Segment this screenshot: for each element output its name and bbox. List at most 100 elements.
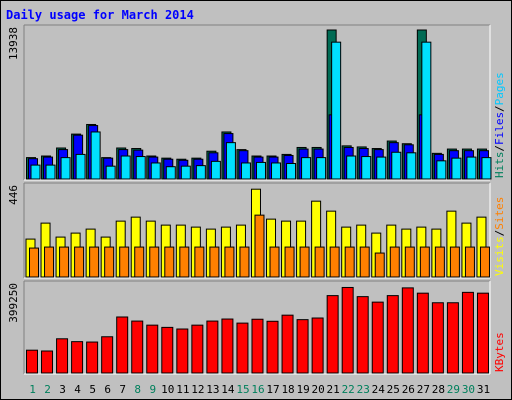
bar-pages-day-2 — [45, 164, 56, 180]
bar-pages-day-8 — [135, 156, 146, 180]
panel-1-ymax-label: 446 — [7, 185, 20, 205]
day-label-28: 28 — [432, 383, 445, 396]
day-label-10: 10 — [161, 383, 174, 396]
bar-sites-day-12 — [194, 246, 205, 278]
bar-sites-day-19 — [299, 246, 310, 278]
bar-pages-day-5 — [90, 131, 101, 180]
bar-kbytes-day-29 — [446, 302, 459, 374]
bar-pages-day-26 — [406, 152, 417, 180]
bar-sites-day-29 — [449, 246, 460, 278]
bar-sites-day-6 — [104, 246, 115, 278]
bar-pages-day-31 — [481, 157, 492, 180]
bar-pages-day-25 — [391, 151, 402, 180]
bar-kbytes-day-7 — [116, 316, 129, 374]
bar-kbytes-day-23 — [356, 296, 369, 374]
bar-sites-day-11 — [179, 246, 190, 278]
bar-sites-day-18 — [284, 246, 295, 278]
bar-sites-day-9 — [149, 246, 160, 278]
day-label-5: 5 — [89, 383, 96, 396]
bar-kbytes-day-18 — [281, 314, 294, 374]
bar-kbytes-day-14 — [221, 318, 234, 374]
bar-pages-day-9 — [150, 162, 161, 180]
bar-pages-day-17 — [271, 162, 282, 180]
day-label-15: 15 — [236, 383, 249, 396]
panel-0-legend-separator: / — [493, 145, 506, 152]
bar-pages-day-20 — [316, 157, 327, 180]
bar-kbytes-day-16 — [251, 318, 264, 374]
day-label-22: 22 — [342, 383, 355, 396]
day-label-13: 13 — [206, 383, 219, 396]
bar-kbytes-day-22 — [341, 286, 354, 374]
day-label-21: 21 — [327, 383, 340, 396]
bar-kbytes-day-28 — [431, 302, 444, 374]
bar-kbytes-day-25 — [386, 295, 399, 374]
bar-pages-day-10 — [165, 166, 176, 180]
bar-sites-day-16 — [254, 214, 265, 278]
bar-pages-day-19 — [301, 157, 312, 180]
bar-pages-day-18 — [286, 162, 297, 180]
bar-kbytes-day-21 — [326, 295, 339, 374]
day-label-19: 19 — [296, 383, 309, 396]
bar-sites-day-24 — [374, 252, 385, 278]
bar-pages-day-1 — [30, 164, 41, 180]
bar-sites-day-7 — [119, 246, 130, 278]
day-label-16: 16 — [251, 383, 264, 396]
bar-pages-day-16 — [255, 161, 266, 180]
day-label-26: 26 — [402, 383, 415, 396]
bar-kbytes-day-5 — [86, 341, 99, 374]
bar-sites-day-31 — [479, 246, 490, 278]
bar-sites-day-10 — [164, 246, 175, 278]
day-label-6: 6 — [104, 383, 111, 396]
bar-sites-day-3 — [59, 246, 70, 278]
bar-sites-day-15 — [239, 246, 250, 278]
bar-kbytes-day-19 — [296, 319, 309, 374]
bar-pages-day-14 — [225, 142, 236, 180]
bar-pages-day-3 — [60, 157, 71, 180]
bar-kbytes-day-26 — [401, 287, 414, 374]
bar-sites-day-26 — [404, 246, 415, 278]
bar-pages-day-15 — [240, 162, 251, 180]
bar-pages-day-11 — [180, 165, 191, 180]
bar-kbytes-day-8 — [131, 320, 144, 374]
bar-sites-day-4 — [74, 246, 85, 278]
day-label-31: 31 — [477, 383, 490, 396]
bar-sites-day-21 — [329, 246, 340, 278]
panel-1-legend-visits: Visits — [493, 236, 506, 276]
panel-0-legend-separator: / — [493, 105, 506, 112]
bar-sites-day-20 — [314, 246, 325, 278]
bar-kbytes-day-30 — [461, 291, 474, 374]
bar-kbytes-day-31 — [476, 292, 489, 374]
bar-kbytes-day-10 — [161, 326, 174, 374]
bar-sites-day-28 — [434, 246, 445, 278]
bar-kbytes-day-27 — [416, 292, 429, 374]
chart-title: Daily usage for March 2014 — [6, 8, 194, 22]
bar-pages-day-22 — [346, 155, 357, 180]
day-label-9: 9 — [149, 383, 156, 396]
bar-sites-day-13 — [209, 246, 220, 278]
bar-pages-day-30 — [466, 156, 477, 180]
bar-kbytes-day-2 — [41, 350, 54, 374]
bar-kbytes-day-6 — [101, 336, 114, 374]
bar-kbytes-day-11 — [176, 328, 189, 374]
panel-1-legend-sep: / — [493, 230, 506, 237]
bar-kbytes-day-15 — [236, 322, 249, 374]
day-label-23: 23 — [357, 383, 370, 396]
day-label-7: 7 — [119, 383, 126, 396]
bar-sites-day-23 — [359, 246, 370, 278]
bar-kbytes-day-4 — [71, 341, 84, 374]
day-label-1: 1 — [29, 383, 36, 396]
day-label-20: 20 — [312, 383, 325, 396]
day-label-18: 18 — [281, 383, 294, 396]
panel-1-legend-sites: Sites — [493, 197, 506, 230]
day-label-14: 14 — [221, 383, 235, 396]
day-label-29: 29 — [447, 383, 460, 396]
bar-sites-day-27 — [419, 246, 430, 278]
day-label-27: 27 — [417, 383, 430, 396]
bar-kbytes-day-20 — [311, 317, 324, 374]
day-label-12: 12 — [191, 383, 204, 396]
bar-kbytes-day-9 — [146, 324, 159, 374]
day-label-24: 24 — [372, 383, 386, 396]
bar-pages-day-6 — [105, 165, 116, 180]
bar-pages-day-4 — [75, 153, 86, 180]
